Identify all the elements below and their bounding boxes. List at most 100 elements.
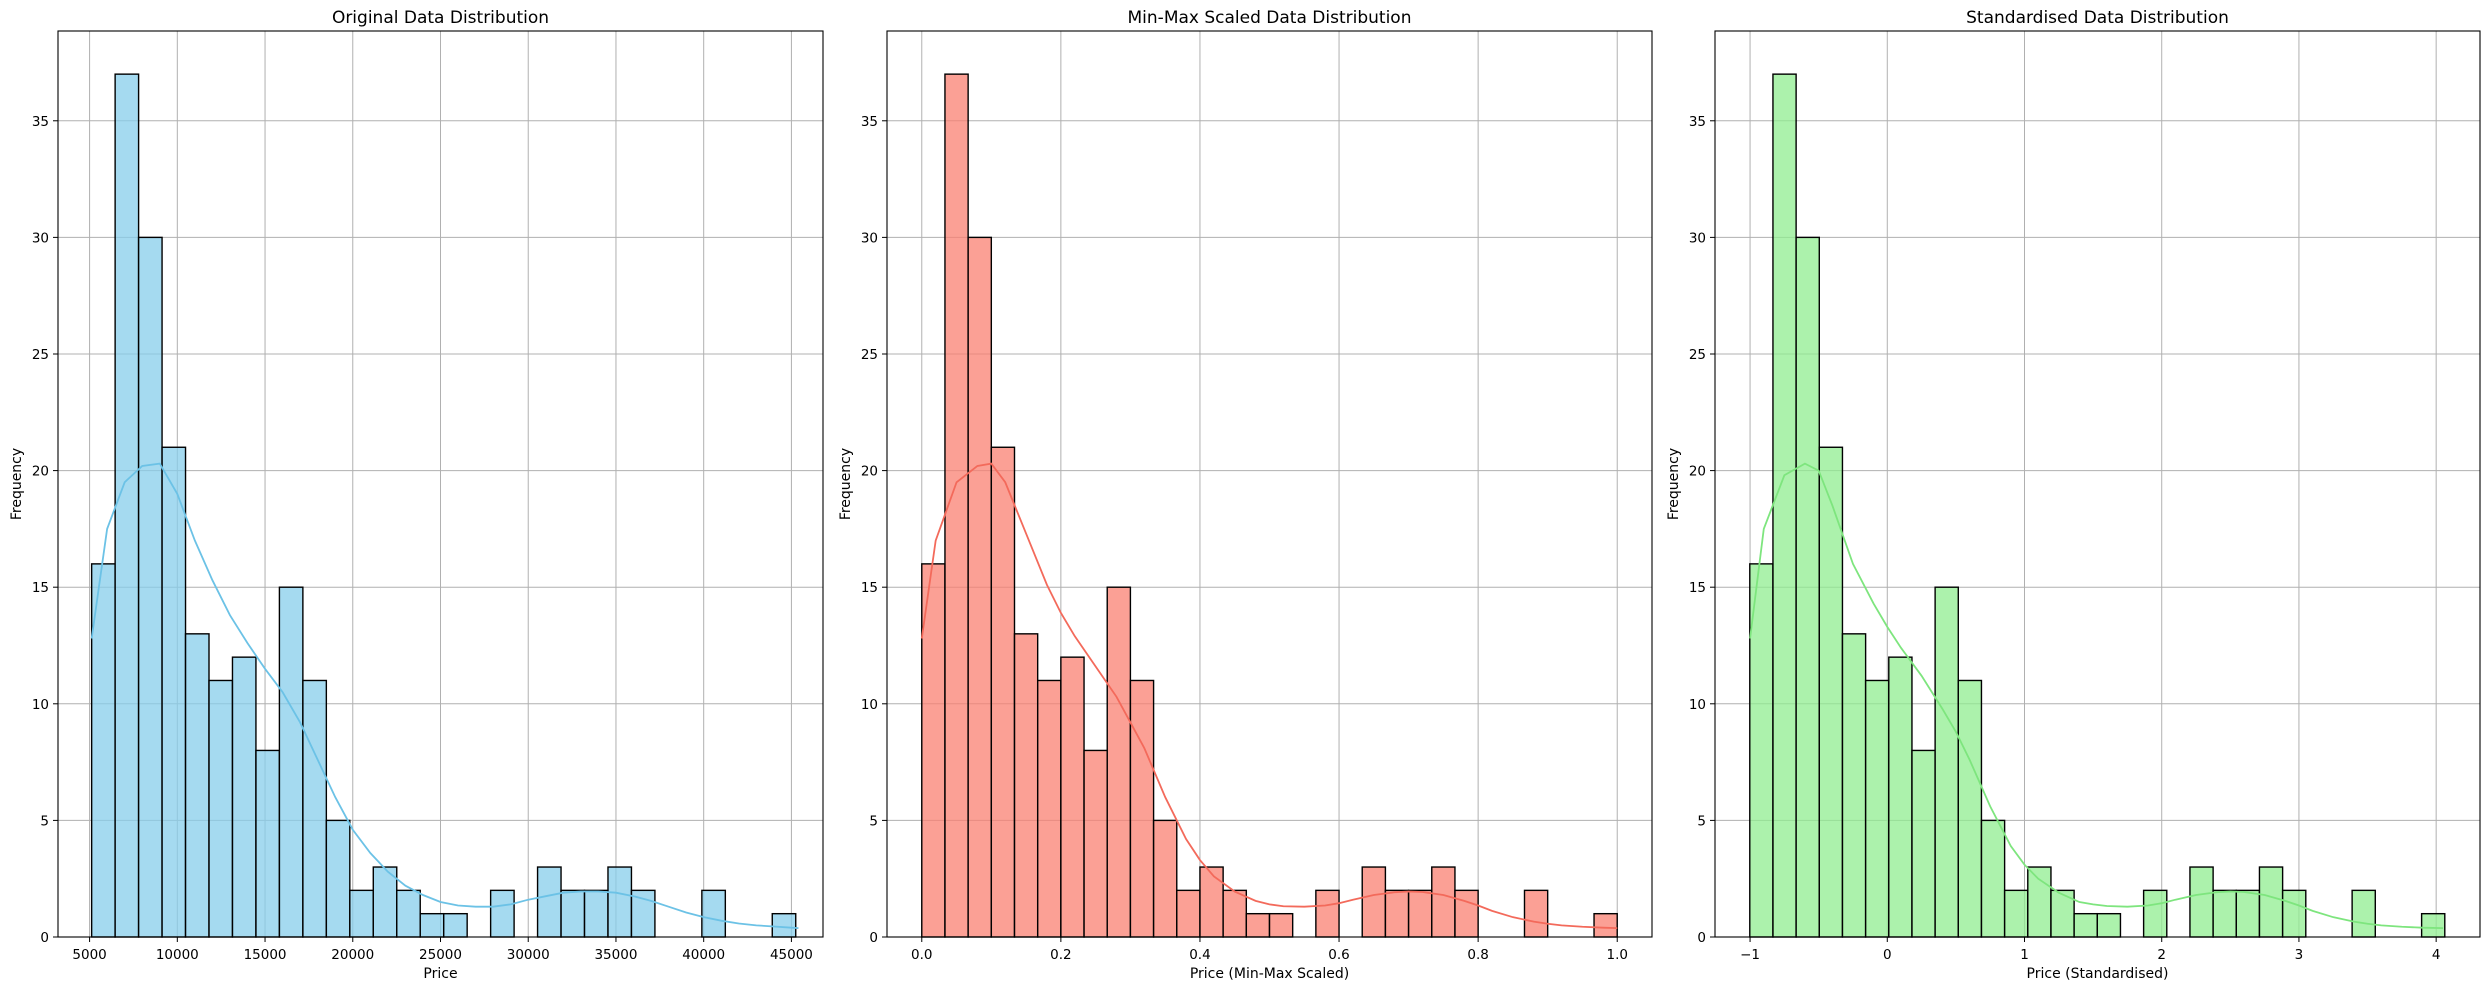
x-tick-label: 5000 (72, 947, 106, 963)
histogram-bar (2420, 912, 2446, 938)
y-tick-label: 20 (32, 464, 49, 480)
histogram-bar (607, 866, 633, 938)
y-tick-label: 10 (861, 697, 878, 713)
x-tick-label: 35000 (594, 947, 637, 963)
histogram-bar (137, 236, 163, 938)
histogram-bar (2142, 889, 2168, 938)
histogram-bar (302, 679, 328, 938)
histogram-bar (1152, 819, 1178, 938)
ticks: 5000 10000 15000 20000 25000 30000 35000 40000 4… (32, 114, 813, 963)
x-tick-label: 25000 (419, 947, 462, 963)
chart-panel-original: 5000 10000 15000 20000 25000 30000 35000 40000 4… (9, 8, 824, 982)
y-tick-label: 5 (40, 813, 49, 829)
ticks: 0.0 0.2 0.4 0.6 0.8 1.0 0 5 10 15 20 25 30 35 (861, 114, 1628, 963)
histogram-bar (442, 912, 468, 938)
histogram-bar (1361, 866, 1387, 938)
histogram-bar (489, 889, 515, 938)
histogram-bar (1957, 679, 1983, 938)
x-tick-label: 0.6 (1328, 947, 1349, 963)
y-tick-label: 35 (1689, 114, 1706, 130)
histogram-bar (1911, 749, 1936, 938)
y-tick-label: 30 (861, 230, 878, 246)
histogram-bar (208, 679, 234, 938)
histogram-bar (1980, 819, 2006, 938)
y-tick-label: 30 (32, 230, 49, 246)
chart-title: Original Data Distribution (332, 8, 549, 28)
y-tick-label: 30 (1689, 230, 1706, 246)
x-tick-label: 0.8 (1467, 947, 1488, 963)
histogram-bar (1407, 889, 1433, 938)
histogram-bar (372, 866, 398, 938)
histogram-bar (1818, 446, 1844, 938)
kde-line (90, 462, 799, 930)
y-tick-label: 15 (32, 580, 49, 596)
histogram-bar (967, 236, 993, 938)
histogram-bar (560, 889, 586, 938)
y-tick-label: 5 (1697, 813, 1706, 829)
histogram-bar (771, 912, 797, 938)
ticks: −1 0 1 2 3 4 0 5 10 15 20 25 30 35 (1689, 114, 2441, 963)
x-tick-label: 20000 (331, 947, 374, 963)
x-tick-label: 0.2 (1050, 947, 1071, 963)
y-axis-label: Frequency (9, 448, 25, 520)
histogram-bar (1268, 912, 1294, 938)
x-tick-label: 30000 (507, 947, 550, 963)
histogram-bar (1199, 866, 1224, 938)
x-tick-label: 40000 (682, 947, 725, 963)
histogram-bar (2235, 889, 2261, 938)
histogram-bar (161, 446, 187, 938)
histogram-bar (1454, 889, 1479, 938)
chart-title: Min-Max Scaled Data Distribution (1128, 8, 1412, 28)
histogram-bar (396, 889, 421, 938)
histogram-bar (231, 656, 257, 938)
histogram-bar (1431, 866, 1456, 938)
x-tick-label: 0.0 (911, 947, 932, 963)
histogram-bar (583, 889, 609, 938)
x-tick-label: 2 (2157, 947, 2166, 963)
histogram-bar (536, 866, 562, 938)
y-tick-label: 0 (1697, 930, 1706, 946)
y-tick-label: 35 (32, 114, 49, 130)
histogram-bar (1013, 633, 1039, 938)
histogram-bar (990, 446, 1016, 938)
y-axis-label: Frequency (838, 448, 854, 520)
histogram-bar (1523, 889, 1549, 938)
histogram-bar (325, 819, 351, 938)
x-tick-label: 0.4 (1189, 947, 1210, 963)
x-tick-label: 3 (2295, 947, 2304, 963)
y-tick-label: 25 (861, 347, 878, 363)
y-tick-label: 15 (1689, 580, 1706, 596)
histogram-bar (1060, 656, 1085, 938)
histogram-bar (184, 633, 210, 938)
x-tick-label: −1 (1740, 947, 1760, 963)
histogram-bars (921, 73, 1618, 938)
histogram-bar (2281, 889, 2307, 938)
histogram-bar (2096, 912, 2122, 938)
histogram-bar (1222, 889, 1248, 938)
y-tick-label: 10 (32, 697, 49, 713)
kde-line (920, 462, 1618, 930)
histogram-bar (1176, 889, 1201, 938)
x-tick-label: 1.0 (1606, 947, 1627, 963)
y-tick-label: 35 (861, 114, 878, 130)
histogram-bar (1315, 889, 1340, 938)
y-tick-label: 25 (32, 347, 49, 363)
x-tick-label: 0 (1883, 947, 1892, 963)
x-tick-label: 45000 (770, 947, 813, 963)
histogram-bar (2189, 866, 2214, 938)
histogram-bar (1772, 73, 1797, 938)
histogram-bar (349, 889, 374, 938)
histogram-bar (1083, 749, 1108, 938)
axes-frame (886, 30, 1653, 938)
y-tick-label: 15 (861, 580, 878, 596)
y-axis-label: Frequency (1666, 448, 1682, 520)
histogram-bar (419, 912, 445, 938)
histogram-bar (1036, 679, 1062, 938)
histogram-bar (1129, 679, 1155, 938)
histogram-bar (1593, 912, 1618, 938)
axes-frame (1714, 30, 2481, 938)
histogram-bar (255, 749, 281, 938)
y-tick-label: 25 (1689, 347, 1706, 363)
histogram-bar (1934, 586, 1959, 938)
chart-panel-minmax: 0.0 0.2 0.4 0.6 0.8 1.0 0 5 10 15 20 25 30 35 Min-Max… (838, 8, 1653, 982)
